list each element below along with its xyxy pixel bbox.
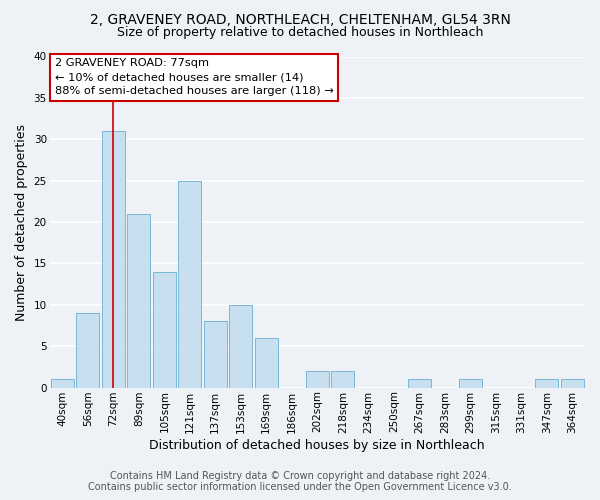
Bar [535, 380, 558, 388]
Bar [51, 380, 74, 388]
Text: Contains HM Land Registry data © Crown copyright and database right 2024.
Contai: Contains HM Land Registry data © Crown c… [88, 471, 512, 492]
Bar [331, 371, 354, 388]
Bar [102, 131, 125, 388]
X-axis label: Distribution of detached houses by size in Northleach: Distribution of detached houses by size … [149, 440, 485, 452]
Bar [408, 380, 431, 388]
Bar [76, 313, 100, 388]
Bar [204, 322, 227, 388]
Bar [127, 214, 150, 388]
Y-axis label: Number of detached properties: Number of detached properties [15, 124, 28, 320]
Bar [229, 305, 252, 388]
Bar [561, 380, 584, 388]
Text: 2 GRAVENEY ROAD: 77sqm
← 10% of detached houses are smaller (14)
88% of semi-det: 2 GRAVENEY ROAD: 77sqm ← 10% of detached… [55, 58, 334, 96]
Text: Size of property relative to detached houses in Northleach: Size of property relative to detached ho… [117, 26, 483, 39]
Bar [306, 371, 329, 388]
Bar [178, 180, 201, 388]
Bar [153, 272, 176, 388]
Text: 2, GRAVENEY ROAD, NORTHLEACH, CHELTENHAM, GL54 3RN: 2, GRAVENEY ROAD, NORTHLEACH, CHELTENHAM… [89, 12, 511, 26]
Bar [255, 338, 278, 388]
Bar [459, 380, 482, 388]
